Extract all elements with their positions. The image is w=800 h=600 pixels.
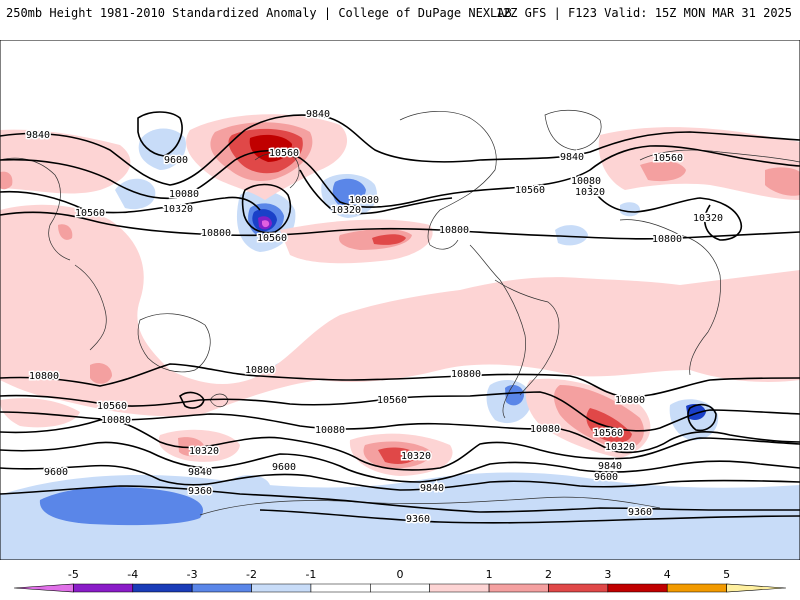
anomaly-map: 9840984096001056010080103201056010080103… [0, 40, 800, 560]
contour-label: 10800 [439, 225, 469, 236]
contour-label: 10320 [693, 213, 723, 224]
colorbar-swatches [13, 583, 787, 593]
colorbar-tick-label: -3 [187, 568, 198, 581]
contour-label: 10560 [257, 233, 287, 244]
coastlines [0, 109, 800, 516]
colorbar-swatch [488, 583, 549, 593]
contour-label: 9600 [44, 467, 68, 478]
colorbar-swatch [429, 583, 490, 593]
colorbar-tick-label: -5 [68, 568, 79, 581]
contour-label: 9600 [272, 462, 296, 473]
contour-label: 10560 [377, 395, 407, 406]
contour-label: 9840 [420, 483, 444, 494]
contour-label: 10560 [97, 401, 127, 412]
contour-label: 10800 [201, 228, 231, 239]
contour-label: 9840 [598, 461, 622, 472]
colorbar-swatch [607, 583, 668, 593]
colorbar-tick-label: -1 [305, 568, 316, 581]
colorbar-swatch [132, 583, 193, 593]
contour-label: 10080 [315, 425, 345, 436]
colorbar-tick-label: 4 [664, 568, 671, 581]
contour-label: 10320 [401, 451, 431, 462]
colorbar-swatch [73, 583, 134, 593]
positive-anomaly-shading [0, 114, 800, 476]
colorbar-swatch [666, 583, 727, 593]
model-run-info: 12Z GFS | F123 Valid: 15Z MON MAR 31 202… [495, 6, 792, 20]
contour-label: 10560 [653, 153, 683, 164]
colorbar-swatch [310, 583, 371, 593]
contour-label: 10080 [169, 189, 199, 200]
map-title: 250mb Height 1981-2010 Standardized Anom… [6, 6, 512, 20]
contour-label: 10560 [269, 148, 299, 159]
height-contours [0, 111, 800, 524]
contour-label: 10320 [575, 187, 605, 198]
colorbar: -5 -4 -3 -2 -1 0 1 2 3 4 5 [13, 568, 787, 593]
contour-label: 10560 [75, 208, 105, 219]
colorbar-swatch [726, 583, 787, 593]
contour-label: 9840 [188, 467, 212, 478]
contour-label: 10320 [189, 446, 219, 457]
colorbar-tick-label: 0 [397, 568, 404, 581]
contour-label: 10320 [331, 205, 361, 216]
contour-label: 10320 [605, 442, 635, 453]
colorbar-swatch [370, 583, 430, 593]
contour-label: 10800 [615, 395, 645, 406]
colorbar-tick-label: -2 [246, 568, 257, 581]
contour-label: 9360 [188, 486, 212, 497]
contour-label: 10080 [349, 195, 379, 206]
contour-label: 10800 [652, 234, 682, 245]
contour-label: 10800 [245, 365, 275, 376]
contour-label: 9360 [628, 507, 652, 518]
contour-label: 10560 [593, 428, 623, 439]
contour-label: 9840 [26, 130, 50, 141]
colorbar-swatch [191, 583, 252, 593]
contour-label: 9360 [406, 514, 430, 525]
contour-label: 10800 [451, 369, 481, 380]
contour-labels: 9840984096001056010080103201056010080103… [24, 108, 724, 527]
contour-label: 9600 [594, 472, 618, 483]
colorbar-swatch [548, 583, 609, 593]
colorbar-tick-label: -4 [127, 568, 138, 581]
contour-label: 10800 [29, 371, 59, 382]
contour-label: 10320 [163, 204, 193, 215]
colorbar-swatch [251, 583, 312, 593]
contour-label: 9840 [306, 109, 330, 120]
colorbar-swatch [13, 583, 74, 593]
colorbar-tick-label: 1 [486, 568, 493, 581]
contour-label: 9840 [560, 152, 584, 163]
colorbar-tick-labels: -5 -4 -3 -2 -1 0 1 2 3 4 5 [68, 568, 730, 581]
contour-label: 10560 [515, 185, 545, 196]
colorbar-tick-label: 3 [604, 568, 611, 581]
colorbar-tick-label: 2 [545, 568, 552, 581]
colorbar-tick-label: 5 [723, 568, 730, 581]
contour-label: 10080 [530, 424, 560, 435]
contour-label: 10080 [101, 415, 131, 426]
contour-label: 10080 [571, 176, 601, 187]
contour-label: 9600 [164, 155, 188, 166]
